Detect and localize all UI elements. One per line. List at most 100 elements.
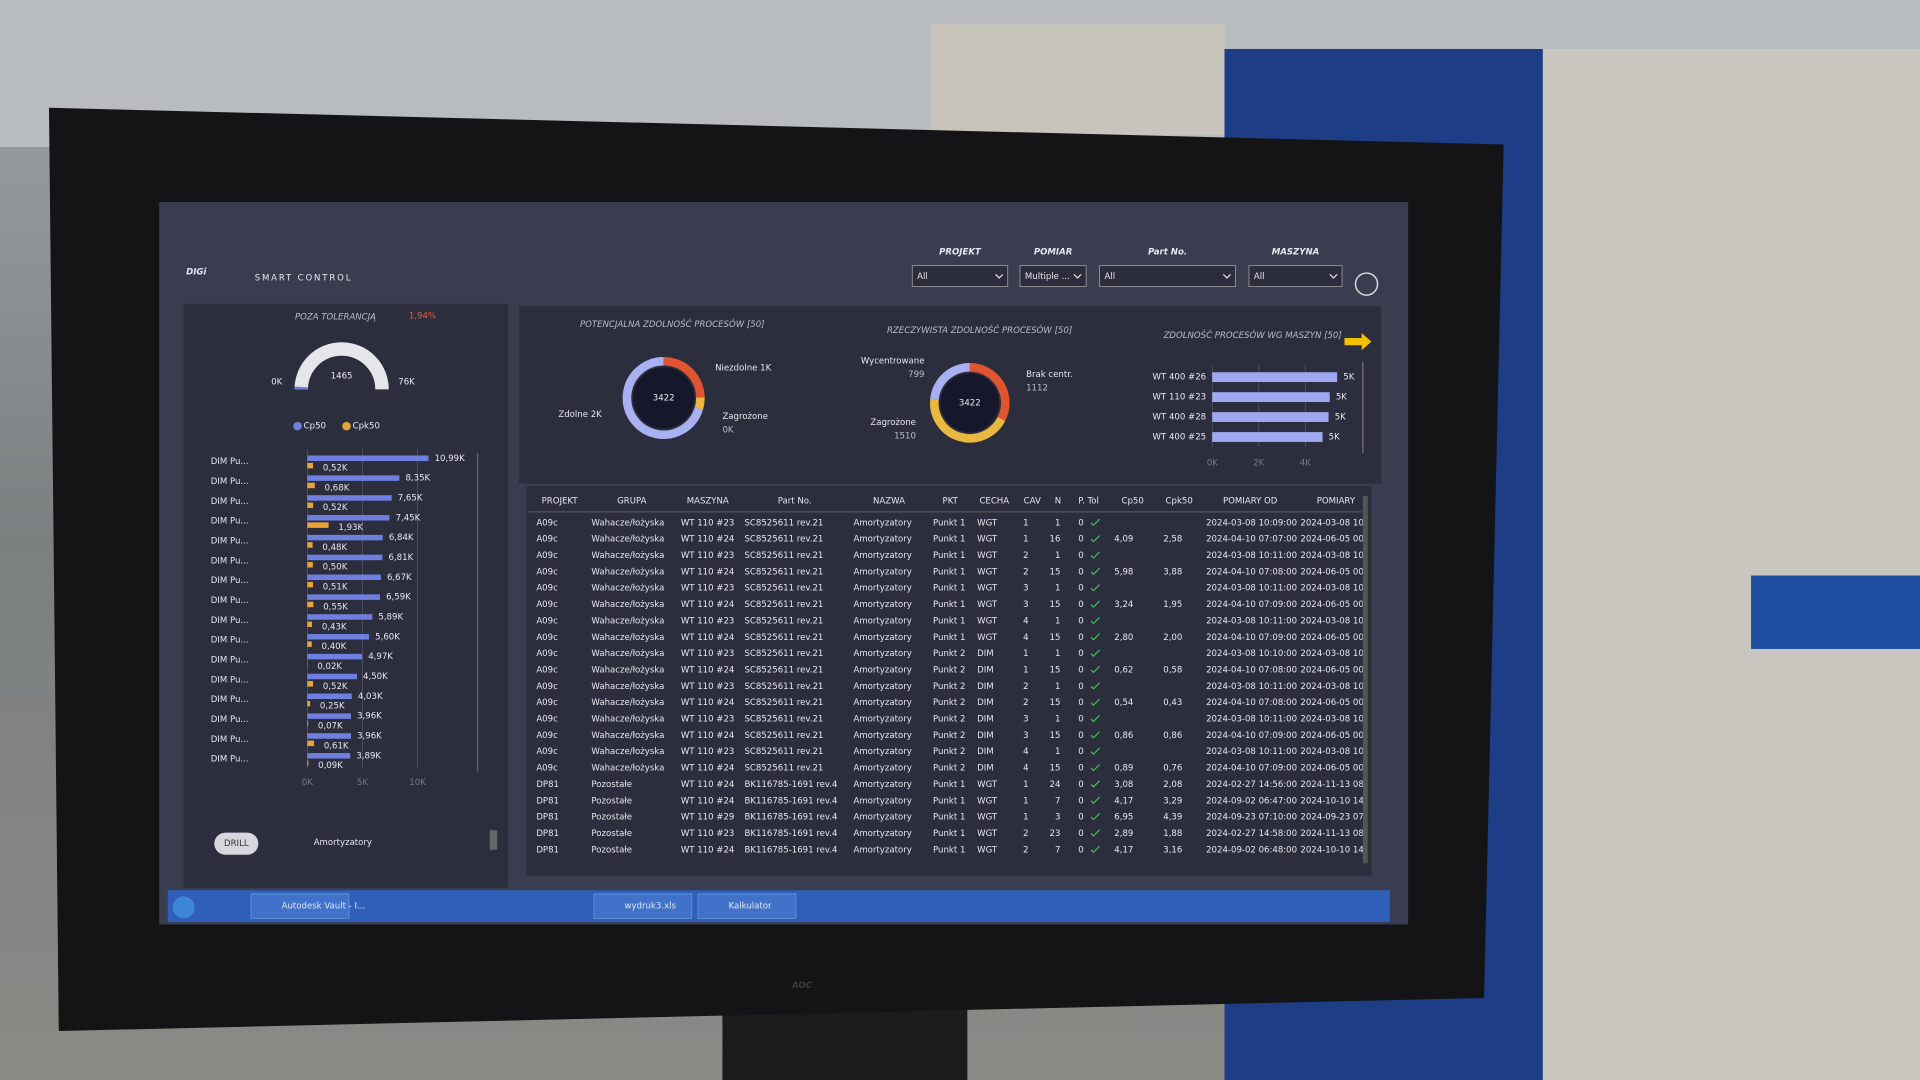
table-cell: A09c [536,600,558,610]
column-header[interactable]: P. Tol [1078,496,1099,506]
table-cell: Punkt 1 [933,780,965,790]
data-label: 10,99K [435,454,466,464]
column-header[interactable]: NAZWA [873,496,905,506]
data-label: 5K [1335,413,1346,423]
table-cell: 0 [1078,715,1083,725]
gauge-title: POZA TOLERANCJĄ [295,313,376,323]
data-label: 5K [1343,373,1354,383]
table-cell: 4,17 [1114,845,1133,855]
data-label: 0,25K [320,702,345,712]
y-tick-label: DIM Pu... [211,536,249,546]
table-cell: Amortyzatory [853,747,911,757]
drill-button[interactable] [214,832,259,855]
drill-label[interactable]: DRILL [224,839,249,849]
taskbar-item[interactable] [250,893,350,919]
table-cell: A09c [536,551,558,561]
table-cell: Amortyzatory [853,764,911,774]
donut-total: 3422 [959,398,981,408]
table-cell: Punkt 2 [933,747,965,757]
filter-icon[interactable] [1354,272,1379,296]
table-cell: 2,80 [1114,633,1133,643]
filter-dropdown[interactable] [1248,265,1343,287]
donut-segment [663,356,705,398]
table-cell: 1 [1055,616,1060,626]
monitor-logo: AOC [791,981,813,991]
table-cell: WT 110 #24 [681,600,735,610]
table-cell: DP81 [536,780,559,790]
column-header[interactable]: PROJEKT [542,496,579,506]
taskbar-label[interactable]: wydruk3.xls [624,902,676,912]
taskbar-item[interactable] [697,893,797,919]
table-cell: 1 [1055,649,1060,659]
table-cell: Punkt 2 [933,649,965,659]
machine-part [1751,575,1920,649]
y-tick-label: DIM Pu... [211,576,249,586]
data-label: 5K [1336,393,1347,403]
table-cell: 2,08 [1163,780,1182,790]
column-header[interactable]: Part No. [778,496,812,506]
table-cell: Punkt 2 [933,731,965,741]
bar [307,733,351,739]
table-cell: 0 [1078,764,1083,774]
table-cell: 2024-03-08 10 [1300,747,1363,757]
table-cell: Punkt 1 [933,600,965,610]
table-cell: 2024-10-10 14 [1300,845,1363,855]
table-cell: 2024-06-05 00 [1300,665,1363,675]
check-icon [1090,747,1101,756]
table-cell: SC8525611 rev.21 [744,764,823,774]
check-icon [1090,600,1101,608]
donut-value: 1510 [894,431,916,441]
start-button[interactable] [172,896,195,919]
table-cell: A09c [536,747,558,757]
taskbar-label[interactable]: Kalkulator [729,902,772,912]
column-header[interactable]: GRUPA [617,496,646,506]
table-cell: WT 110 #23 [681,518,735,528]
column-header[interactable]: PKT [943,496,959,506]
filter-dropdown[interactable] [1099,265,1236,287]
table-cell: 0 [1078,649,1083,659]
y-tick-label: DIM Pu... [211,517,249,527]
table-cell: SC8525611 rev.21 [744,665,823,675]
table-cell: 1 [1023,518,1028,528]
column-header[interactable]: Cp50 [1121,496,1143,506]
bar [307,542,313,548]
check-icon [1090,845,1101,854]
chart-title: ZDOLNOŚĆ PROCESÓW WG MASZYN [50] [1163,329,1342,341]
table-cell: DIM [977,682,994,692]
table-cell: DIM [977,649,994,659]
column-header[interactable]: POMIARY OD [1223,496,1278,506]
table-cell: 0 [1078,584,1083,594]
table-cell: SC8525611 rev.21 [744,600,823,610]
filter-value: All [917,272,928,282]
taskbar-item[interactable] [593,893,693,919]
table-cell: 3,29 [1163,796,1182,806]
table-cell: 4,17 [1114,796,1133,806]
table-cell: 1 [1055,715,1060,725]
column-header[interactable]: CECHA [979,496,1009,506]
column-header[interactable]: CAV [1024,496,1041,506]
table-cell: Punkt 1 [933,551,965,561]
column-header[interactable]: Cpk50 [1166,496,1193,506]
table-cell: DIM [977,698,994,708]
column-header[interactable]: N [1055,496,1061,506]
filter-dropdown[interactable] [1019,265,1087,287]
column-header[interactable]: MASZYNA [687,496,729,506]
table-cell: 1 [1055,518,1060,528]
table-cell: 1 [1023,535,1028,545]
column-header[interactable]: POMIARY [1317,496,1356,506]
table-cell: Amortyzatory [853,796,911,806]
table-cell: A09c [536,698,558,708]
table-cell: 4,39 [1163,813,1182,823]
table-cell: SC8525611 rev.21 [744,584,823,594]
table-cell: WT 110 #24 [681,665,735,675]
table-cell: 15 [1050,764,1061,774]
filter-dropdown[interactable] [911,265,1009,287]
taskbar-label[interactable]: Autodesk Vault - I... [282,902,366,912]
next-arrow[interactable] [1344,333,1372,351]
bar [307,601,314,608]
table-cell: 4,09 [1114,535,1133,545]
bar [307,475,400,481]
bar [1212,412,1329,422]
table-cell: 23 [1050,829,1061,839]
check-icon [1090,731,1101,739]
